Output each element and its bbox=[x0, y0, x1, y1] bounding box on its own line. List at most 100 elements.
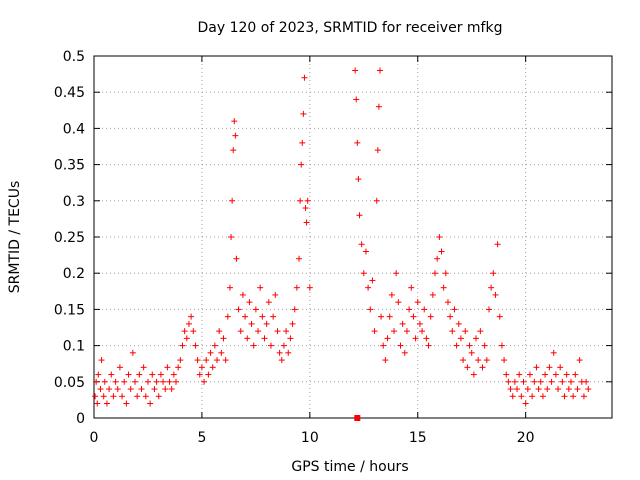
data-point bbox=[162, 386, 169, 393]
data-point bbox=[496, 313, 503, 320]
data-point bbox=[550, 349, 557, 356]
data-point bbox=[403, 328, 410, 335]
data-point bbox=[356, 212, 363, 219]
data-point bbox=[481, 342, 488, 349]
data-point bbox=[192, 342, 199, 349]
data-point bbox=[524, 386, 531, 393]
data-point bbox=[303, 219, 310, 226]
data-point bbox=[198, 364, 205, 371]
data-point bbox=[218, 349, 225, 356]
data-point bbox=[460, 357, 467, 364]
data-point bbox=[369, 277, 376, 284]
data-point bbox=[531, 378, 538, 385]
data-point bbox=[565, 386, 572, 393]
data-point bbox=[257, 284, 264, 291]
data-point bbox=[505, 378, 512, 385]
data-point bbox=[374, 147, 381, 154]
data-point bbox=[542, 371, 549, 378]
data-point bbox=[119, 393, 126, 400]
data-point bbox=[287, 335, 294, 342]
data-point bbox=[423, 335, 430, 342]
data-point bbox=[447, 313, 454, 320]
data-point bbox=[408, 284, 415, 291]
data-point bbox=[296, 255, 303, 262]
data-point bbox=[155, 393, 162, 400]
data-point bbox=[427, 313, 434, 320]
zero-marker bbox=[354, 415, 361, 421]
data-point bbox=[520, 378, 527, 385]
data-point bbox=[248, 320, 255, 327]
data-point bbox=[522, 400, 529, 407]
data-point bbox=[173, 378, 180, 385]
data-point bbox=[425, 342, 432, 349]
data-point bbox=[299, 139, 306, 146]
data-point bbox=[449, 328, 456, 335]
data-point bbox=[436, 234, 443, 240]
data-point bbox=[421, 306, 428, 313]
data-point bbox=[205, 371, 212, 378]
data-point bbox=[393, 270, 400, 277]
data-point bbox=[301, 74, 308, 81]
data-point bbox=[410, 313, 417, 320]
data-point bbox=[509, 393, 516, 400]
data-point bbox=[112, 378, 119, 385]
data-point bbox=[485, 306, 492, 313]
data-point bbox=[235, 306, 242, 313]
data-point bbox=[462, 328, 469, 335]
data-point bbox=[166, 378, 173, 385]
data-point bbox=[507, 386, 514, 393]
data-point bbox=[272, 291, 279, 298]
data-point bbox=[291, 306, 298, 313]
data-point bbox=[224, 313, 231, 320]
data-point bbox=[147, 400, 154, 407]
data-point bbox=[455, 320, 462, 327]
y-tick-label: 0 bbox=[76, 411, 85, 427]
data-point bbox=[274, 328, 281, 335]
data-point bbox=[229, 197, 236, 204]
y-tick-label: 0.3 bbox=[63, 194, 85, 210]
data-point bbox=[572, 371, 579, 378]
data-point bbox=[546, 364, 553, 371]
data-point bbox=[576, 357, 583, 364]
y-tick-label: 0.5 bbox=[63, 49, 85, 65]
data-point bbox=[127, 386, 134, 393]
data-point bbox=[470, 371, 477, 378]
data-point bbox=[101, 378, 108, 385]
data-point bbox=[261, 335, 268, 342]
data-point bbox=[375, 103, 382, 110]
data-point bbox=[367, 306, 374, 313]
data-point bbox=[276, 349, 283, 356]
data-point bbox=[134, 393, 141, 400]
data-point bbox=[108, 371, 115, 378]
data-point bbox=[388, 291, 395, 298]
data-point bbox=[501, 357, 508, 364]
data-point bbox=[397, 342, 404, 349]
data-point bbox=[434, 255, 441, 262]
data-point bbox=[475, 357, 482, 364]
data-point bbox=[352, 67, 359, 74]
data-point bbox=[466, 342, 473, 349]
data-point bbox=[214, 357, 221, 364]
data-point bbox=[298, 161, 305, 168]
data-point bbox=[544, 386, 551, 393]
data-point bbox=[570, 393, 577, 400]
data-point bbox=[561, 393, 568, 400]
grid-lines bbox=[94, 56, 612, 418]
y-tick-label: 0.25 bbox=[54, 230, 85, 246]
data-point bbox=[231, 118, 238, 125]
data-point bbox=[100, 393, 107, 400]
data-point bbox=[164, 364, 171, 371]
data-point bbox=[457, 335, 464, 342]
data-point bbox=[414, 299, 421, 306]
data-point bbox=[216, 328, 223, 335]
data-point bbox=[533, 364, 540, 371]
data-point bbox=[283, 328, 290, 335]
data-point bbox=[373, 197, 380, 204]
data-point bbox=[194, 357, 201, 364]
data-point bbox=[250, 342, 257, 349]
data-point bbox=[518, 393, 525, 400]
data-point bbox=[228, 234, 235, 240]
data-point bbox=[382, 357, 389, 364]
data-point bbox=[209, 364, 216, 371]
data-point bbox=[265, 299, 272, 306]
